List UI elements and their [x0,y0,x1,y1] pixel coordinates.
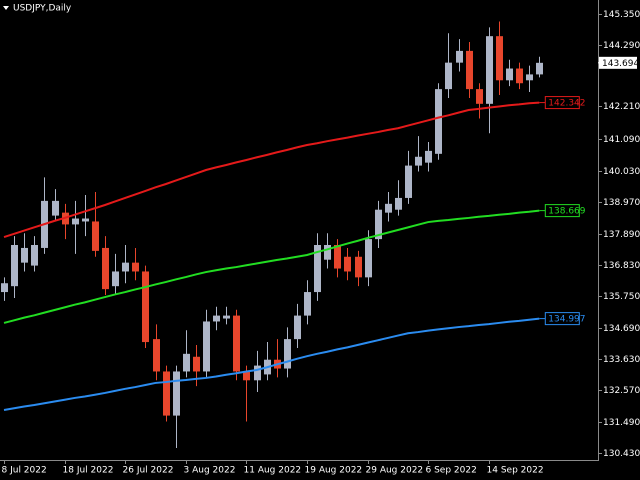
y-tick-label: 130.430 [603,449,640,459]
y-tick-label: 138.970 [603,198,640,208]
candle-body [1,283,8,293]
y-tick-label: 141.090 [603,135,640,145]
y-tick-label: 144.290 [603,41,640,51]
candle-body [324,245,331,260]
candle-body [516,68,523,84]
y-tick-label: 145.350 [603,10,640,20]
candle-body [203,321,210,372]
y-tick-label: 134.690 [603,324,640,334]
x-tick-label: 19 Aug 2022 [305,466,363,476]
x-tick-label: 14 Sep 2022 [487,466,544,476]
candle-body [425,150,432,163]
candle-body [183,353,190,372]
candle-body [405,165,412,198]
x-tick-label: 6 Sep 2022 [426,466,477,476]
moving-average [3,209,540,324]
x-tick-label: 8 Jul 2022 [2,466,47,476]
candle-body [284,339,291,369]
candle-body [243,371,250,381]
ma-value-label: 142.342 [548,99,585,109]
candle-body [112,271,119,287]
moving-average [3,101,540,239]
menu-arrow[interactable] [3,6,9,10]
chart-title: USDJPY,Daily [13,4,72,14]
candle-body [163,371,170,416]
candle-body [92,221,99,251]
candle-body [82,218,89,222]
last-price-box [599,56,637,69]
ma-value-label: 134.997 [548,315,585,325]
candle-body [173,371,180,416]
candle-body [435,89,442,154]
candle-body [456,50,463,63]
candle-body [254,365,261,381]
y-tick-label: 140.030 [603,167,640,177]
candle-body [506,68,513,81]
candle-body [52,200,59,216]
candle-body [153,339,160,372]
x-tick-label: 3 Aug 2022 [184,466,236,476]
candle-body [395,197,402,210]
y-tick-label: 133.630 [603,355,640,365]
ma-label-box [544,312,580,326]
candle-body [536,62,543,75]
ma-value-label: 138.669 [548,207,585,217]
candle-body [223,315,230,319]
candle-body [466,50,473,90]
last-price-label: 143.694 [602,59,639,69]
candle-body [294,315,301,340]
candle-body [72,218,79,225]
candle-body [233,315,240,372]
candle-body [213,315,220,322]
candle-body [31,245,38,266]
y-tick-label: 131.490 [603,418,640,428]
candle-body [385,203,392,213]
candle-body [132,262,139,272]
candle-body [21,247,28,263]
candle-body [11,245,18,287]
y-tick-label: 132.570 [603,386,640,396]
candle-body [193,356,200,372]
candle-body [334,245,341,269]
ma-label-box [544,96,580,110]
x-tick-label: 11 Aug 2022 [244,466,302,476]
y-tick-label: 136.830 [603,261,640,271]
x-tick-label: 26 Jul 2022 [123,466,174,476]
x-tick-label: 18 Jul 2022 [63,466,114,476]
candle-body [102,247,109,290]
candle-body [375,209,382,240]
candle-body [415,156,422,166]
moving-average [3,317,540,411]
y-tick-label: 135.750 [603,292,640,302]
candle-body [142,271,149,343]
candle-body [122,262,129,272]
candle-body [365,239,372,278]
y-tick-label: 142.210 [603,102,640,112]
candle-body [496,36,503,81]
candle-body [476,89,483,104]
candle-body [526,74,533,81]
x-tick-label: 29 Aug 2022 [366,466,424,476]
candle-body [355,256,362,278]
ma-label-box [544,204,580,218]
candle-body [314,245,321,293]
candle-body [486,36,493,104]
candle-body [445,62,452,90]
candle-body [304,292,311,316]
candle-body [344,256,351,272]
y-tick-label: 137.890 [603,230,640,240]
